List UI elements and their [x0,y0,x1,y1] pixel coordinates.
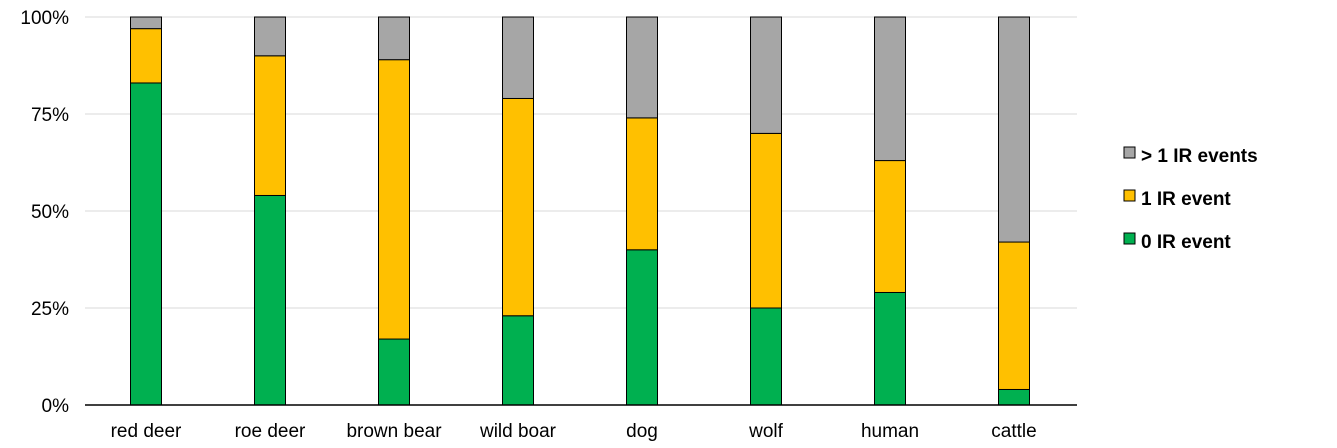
x-tick-label: wolf [748,421,784,442]
bar-segment [502,315,534,406]
bars [130,16,1030,406]
legend-label: 1 IR event [1141,189,1231,210]
bar-segment [626,117,658,251]
bar-segment [130,16,162,30]
legend-label: 0 IR event [1141,232,1231,253]
y-tick-labels: 0% 25% 50% 75% 100% [20,8,69,417]
y-tick-label: 75% [31,105,69,126]
x-tick-label: red deer [111,421,182,442]
y-tick-label: 50% [31,202,69,223]
x-tick-labels: red deer roe deer brown bear wild boar dog wo… [111,421,1037,442]
legend-label: > 1 IR events [1141,146,1258,167]
bar-segment [998,16,1030,243]
bar-segment [998,388,1030,406]
bar-segment [750,16,782,134]
bar-segment [254,16,286,57]
legend-swatch [1123,189,1136,202]
y-tick-label: 0% [42,396,70,417]
bar-segment [378,59,410,340]
bar-segment [874,16,906,162]
x-tick-label: cattle [991,421,1036,442]
y-tick-label: 100% [20,8,69,29]
legend-swatch [1123,146,1136,159]
bar-segment [874,291,906,406]
bar-segment [378,16,410,61]
bar-segment [130,28,162,84]
bar-segment [874,160,906,293]
bar-segment [502,16,534,99]
x-tick-label: brown bear [346,421,442,442]
legend-swatch [1123,232,1136,245]
gridlines [85,16,1077,309]
bar-segment [750,132,782,309]
x-tick-label: roe deer [235,421,306,442]
bar-segment [626,249,658,406]
bar-segment [254,194,286,406]
x-tick-label: dog [626,421,658,442]
x-tick-label: wild boar [479,421,557,442]
legend: > 1 IR events 1 IR event 0 IR event [1123,146,1258,253]
y-tick-label: 25% [31,299,69,320]
bar-segment [378,338,410,406]
x-tick-label: human [861,421,919,442]
bar-segment [626,16,658,119]
bar-segment [998,241,1030,390]
bar-segment [254,55,286,196]
bar-segment [750,307,782,406]
bar-segment [130,82,162,406]
bar-segment [502,97,534,317]
